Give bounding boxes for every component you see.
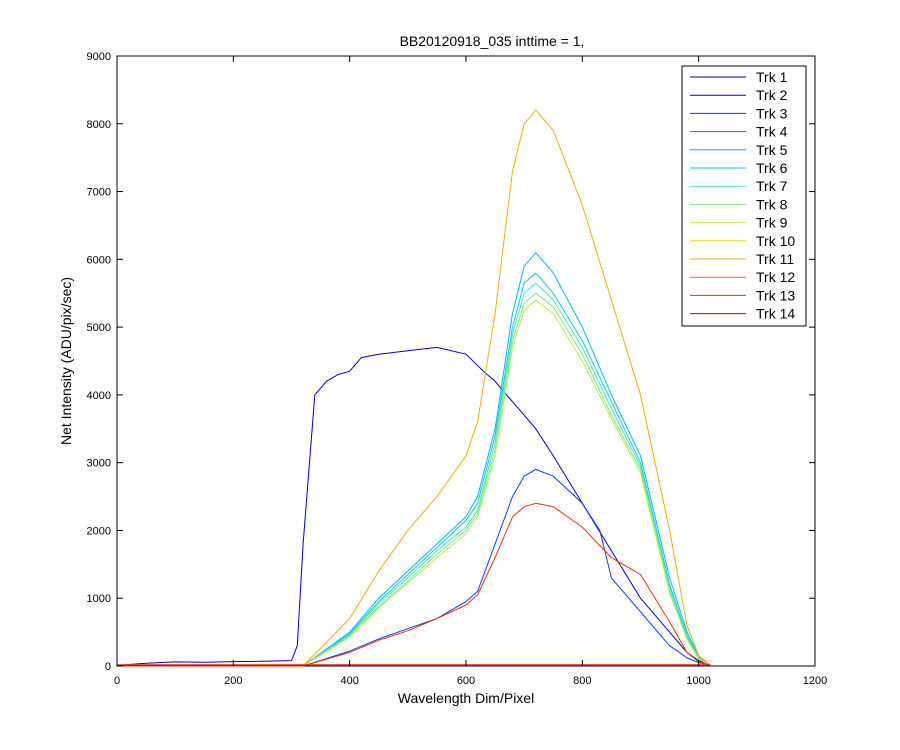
legend-label: Trk 3 <box>756 105 788 121</box>
series-line-trk-11 <box>117 109 711 667</box>
series-layer <box>116 109 711 667</box>
legend-label: Trk 7 <box>756 178 788 194</box>
series-line-trk-2 <box>116 346 711 666</box>
series-line-trk-9 <box>117 299 711 667</box>
y-tick-label: 5000 <box>87 322 111 334</box>
x-tick-label: 1000 <box>686 675 710 687</box>
y-tick-label: 9000 <box>87 51 111 63</box>
y-tick-label: 4000 <box>87 390 111 402</box>
legend: Trk 1 Trk 2 Trk 3 Trk 4 Trk 5 Trk 6 Trk 7 Trk 8… <box>681 65 807 327</box>
x-tick-label: 400 <box>340 675 358 687</box>
legend-entries: Trk 1 Trk 2 Trk 3 Trk 4 Trk 5 Trk 6 Trk 7 Trk 8… <box>690 69 795 322</box>
legend-label: Trk 8 <box>756 196 788 212</box>
x-tick-label: 600 <box>457 675 475 687</box>
legend-label: Trk 11 <box>756 251 794 267</box>
legend-label: Trk 2 <box>756 87 788 103</box>
legend-label: Trk 9 <box>756 215 788 231</box>
legend-label: Trk 10 <box>756 233 795 249</box>
legend-label: Trk 5 <box>756 142 788 158</box>
y-tick-label: 2000 <box>87 525 111 537</box>
x-tick-label: 1200 <box>803 675 827 687</box>
x-axis: 0 200 400 600 800 1000 1200 <box>114 56 827 687</box>
y-tick-label: 3000 <box>87 458 111 470</box>
series-line-trk-3 <box>117 468 711 667</box>
x-tick-label: 200 <box>224 675 242 687</box>
legend-label: Trk 13 <box>756 287 795 303</box>
series-line-trk-13 <box>117 502 711 667</box>
x-tick-label: 800 <box>573 675 591 687</box>
series-line-trk-5 <box>117 252 711 667</box>
series-line-trk-6 <box>117 272 711 667</box>
y-axis: 0 1000 2000 3000 4000 5000 6000 7000 8000 9000 <box>87 51 815 673</box>
y-tick-label: 1000 <box>87 593 111 605</box>
x-axis-label: Wavelength Dim/Pixel <box>398 690 534 706</box>
legend-label: Trk 6 <box>756 160 788 176</box>
y-tick-label: 7000 <box>87 187 111 199</box>
legend-label: Trk 14 <box>756 306 795 322</box>
y-axis-label: Net Intensity (ADU/pix/sec) <box>58 277 74 445</box>
legend-label: Trk 1 <box>756 69 788 85</box>
legend-box <box>681 65 807 327</box>
chart-title: BB20120918_035 inttime = 1, <box>400 33 585 49</box>
legend-label: Trk 12 <box>756 269 795 285</box>
legend-label: Trk 4 <box>756 124 788 140</box>
series-line-trk-7 <box>117 282 711 667</box>
y-tick-label: 8000 <box>87 119 111 131</box>
y-tick-label: 0 <box>105 661 111 673</box>
y-tick-label: 6000 <box>87 254 111 266</box>
x-tick-label: 0 <box>114 675 120 687</box>
